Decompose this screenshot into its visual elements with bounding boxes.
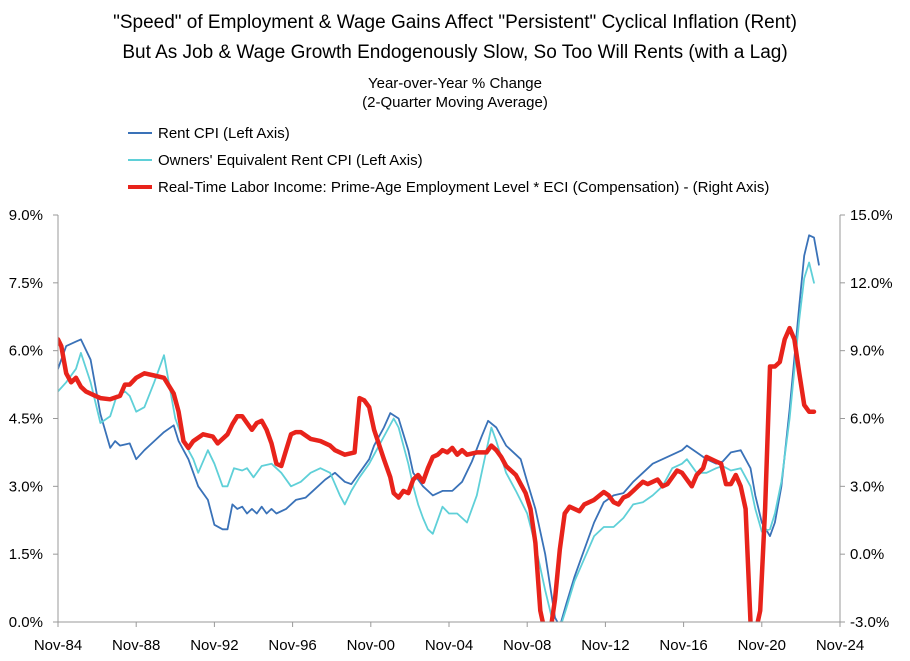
title-line-1: "Speed" of Employment & Wage Gains Affec… [113,12,797,33]
right-tick-label: 3.0% [850,478,884,495]
x-tick-label: Nov-16 [659,637,707,654]
subtitle-line-1: Year-over-Year % Change [368,75,542,92]
x-axis-ticks: Nov-84 Nov-88 Nov-92 Nov-96 Nov-00 Nov-04 Nov-… [34,622,864,654]
series-line-rent-cpi [58,234,820,622]
chart-title: "Speed" of Employment & Wage Gains Affec… [113,12,797,63]
left-tick-label: 3.0% [9,478,43,495]
x-tick-label: Nov-12 [581,637,629,654]
chart-subtitle: Year-over-Year % Change (2-Quarter Movin… [362,75,548,111]
x-tick-label: Nov-92 [190,637,238,654]
right-tick-label: -3.0% [850,614,889,631]
legend-label-rent-cpi: Rent CPI (Left Axis) [158,125,290,142]
right-axis-ticks: -3.0% 0.0% 3.0% 6.0% 9.0% 12.0% 15.0% [840,207,893,631]
title-line-2: But As Job & Wage Growth Endogenously Sl… [122,42,787,63]
left-tick-label: 9.0% [9,207,43,224]
left-tick-label: 0.0% [9,614,43,631]
right-tick-label: 6.0% [850,411,884,428]
x-tick-label: Nov-20 [738,637,786,654]
legend: Rent CPI (Left Axis) Owners' Equivalent … [128,125,769,196]
legend-label-labor-income: Real-Time Labor Income: Prime-Age Employ… [158,179,769,196]
series-line-labor-income [58,325,817,622]
x-tick-label: Nov-96 [268,637,316,654]
right-tick-label: 9.0% [850,343,884,360]
x-tick-label: Nov-88 [112,637,160,654]
right-tick-label: 15.0% [850,207,893,224]
left-tick-label: 6.0% [9,343,43,360]
x-tick-label: Nov-84 [34,637,82,654]
right-tick-label: 0.0% [850,546,884,563]
series-layer [58,234,820,622]
x-tick-label: Nov-00 [347,637,395,654]
left-tick-label: 7.5% [9,275,43,292]
left-axis-ticks: 0.0% 1.5% 3.0% 4.5% 6.0% 7.5% 9.0% [9,207,58,631]
left-tick-label: 4.5% [9,411,43,428]
x-tick-label: Nov-08 [503,637,551,654]
left-tick-label: 1.5% [9,546,43,563]
x-tick-label: Nov-04 [425,637,473,654]
x-tick-label: Nov-24 [816,637,864,654]
series-line-oer-cpi [58,261,815,622]
subtitle-line-2: (2-Quarter Moving Average) [362,94,548,111]
legend-label-oer-cpi: Owners' Equivalent Rent CPI (Left Axis) [158,152,423,169]
right-tick-label: 12.0% [850,275,893,292]
